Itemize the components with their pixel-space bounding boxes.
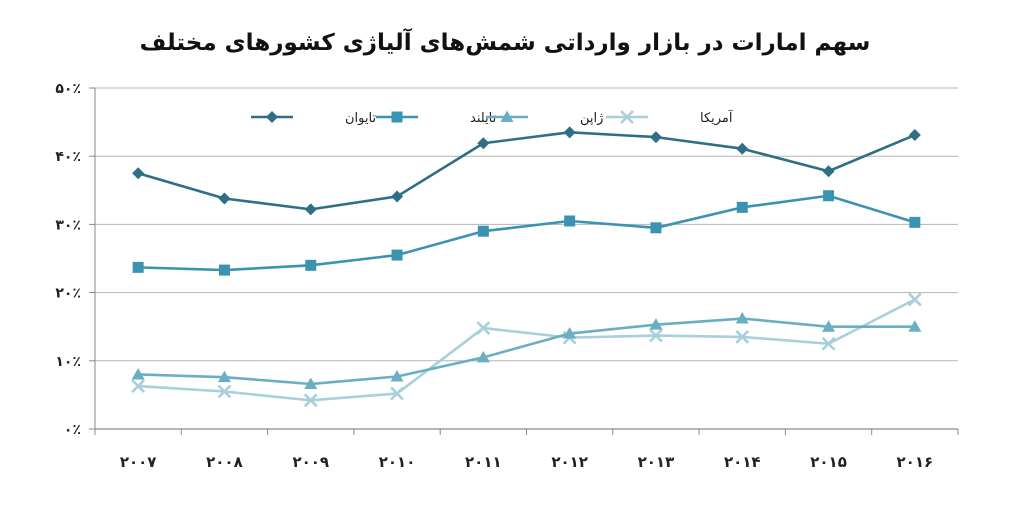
data-point bbox=[735, 312, 749, 324]
legend-marker bbox=[266, 111, 278, 123]
series-square bbox=[132, 190, 921, 276]
y-tick-label: ۱۰٪ bbox=[55, 354, 81, 370]
data-point bbox=[217, 384, 232, 399]
data-point bbox=[821, 336, 836, 351]
y-tick-label: ۴۰٪ bbox=[55, 149, 81, 165]
series-diamond bbox=[132, 126, 921, 216]
legend-marker bbox=[500, 110, 514, 122]
data-point bbox=[391, 249, 403, 261]
data-point bbox=[649, 328, 663, 343]
data-point bbox=[390, 369, 404, 382]
data-point bbox=[390, 386, 404, 401]
series-x bbox=[131, 292, 922, 408]
data-point bbox=[132, 167, 145, 180]
series-line bbox=[138, 194, 916, 272]
series-line bbox=[138, 317, 915, 386]
series-lines bbox=[131, 126, 922, 408]
legend-label: تایوان bbox=[345, 111, 376, 126]
data-point bbox=[476, 321, 491, 335]
legend-item: تایوان bbox=[251, 111, 376, 126]
x-tick-label: ۲۰۱۲ bbox=[551, 453, 588, 471]
x-tick-label: ۲۰۱۶ bbox=[897, 453, 934, 471]
data-point bbox=[650, 222, 662, 234]
legend-item: آمریکا bbox=[606, 109, 734, 126]
legend-label: آمریکا bbox=[700, 109, 734, 126]
data-point bbox=[563, 327, 577, 339]
data-point bbox=[218, 264, 230, 276]
data-point bbox=[132, 261, 144, 273]
legend: تایوان تایلند ژاپن آمریکا bbox=[251, 109, 734, 126]
data-point bbox=[908, 129, 921, 142]
data-point bbox=[823, 190, 835, 202]
x-tick-label: ۲۰۱۴ bbox=[724, 453, 761, 471]
legend-item: تایلند bbox=[376, 111, 497, 126]
legend-marker bbox=[391, 111, 403, 123]
x-tick-label: ۲۰۱۱ bbox=[465, 453, 502, 471]
y-tick-label: ۳۰٪ bbox=[55, 217, 81, 233]
data-point bbox=[563, 126, 576, 139]
legend-item: ژاپن bbox=[486, 110, 603, 126]
data-point bbox=[736, 201, 748, 213]
x-tick-label: ۲۰۰۹ bbox=[292, 453, 329, 471]
data-point bbox=[909, 216, 921, 228]
data-point bbox=[217, 370, 231, 383]
y-tick-label: ۵۰٪ bbox=[55, 81, 81, 97]
series-line bbox=[138, 298, 916, 402]
y-tick-label: ۲۰٪ bbox=[55, 286, 81, 302]
x-tick-label: ۲۰۱۳ bbox=[638, 453, 675, 471]
data-point bbox=[305, 259, 317, 271]
data-point bbox=[218, 192, 231, 205]
data-point bbox=[131, 379, 146, 393]
data-point bbox=[649, 131, 662, 144]
data-point bbox=[391, 190, 404, 203]
data-point bbox=[735, 330, 750, 344]
data-point bbox=[822, 320, 836, 332]
axes: ۰٪ ۱۰٪ ۲۰٪ ۳۰٪ ۴۰٪ ۵۰٪ ۲۰۰۷ ۲۰۰۸ ۲۰۰۹ ۲۰۱۰ ۲۰۱۱ ۲۰۱… bbox=[55, 81, 959, 471]
x-tick-label: ۲۰۱۰ bbox=[379, 453, 416, 471]
x-tick-label: ۲۰۱۵ bbox=[810, 453, 847, 471]
legend-label: ژاپن bbox=[580, 111, 603, 126]
y-tick-label: ۰٪ bbox=[64, 422, 81, 438]
data-point bbox=[736, 142, 749, 155]
data-point bbox=[907, 292, 922, 307]
data-point bbox=[131, 367, 145, 380]
series-line bbox=[137, 131, 916, 211]
data-point bbox=[476, 350, 490, 363]
data-point bbox=[304, 203, 317, 216]
data-point bbox=[477, 137, 490, 150]
series-triangle bbox=[131, 312, 922, 389]
data-point bbox=[304, 377, 318, 389]
data-point bbox=[822, 165, 835, 178]
legend-marker bbox=[620, 110, 634, 124]
data-point bbox=[649, 318, 663, 330]
x-tick-label: ۲۰۰۷ bbox=[120, 453, 157, 471]
data-point bbox=[303, 393, 318, 408]
x-tick-label: ۲۰۰۸ bbox=[206, 453, 243, 471]
data-point bbox=[477, 225, 489, 237]
data-point bbox=[908, 320, 922, 332]
legend-label: تایلند bbox=[470, 111, 497, 126]
data-point bbox=[564, 215, 576, 227]
chart-title: سهم امارات در بازار وارداتی شمش‌های آلیا… bbox=[139, 30, 871, 56]
gridlines bbox=[95, 87, 958, 430]
